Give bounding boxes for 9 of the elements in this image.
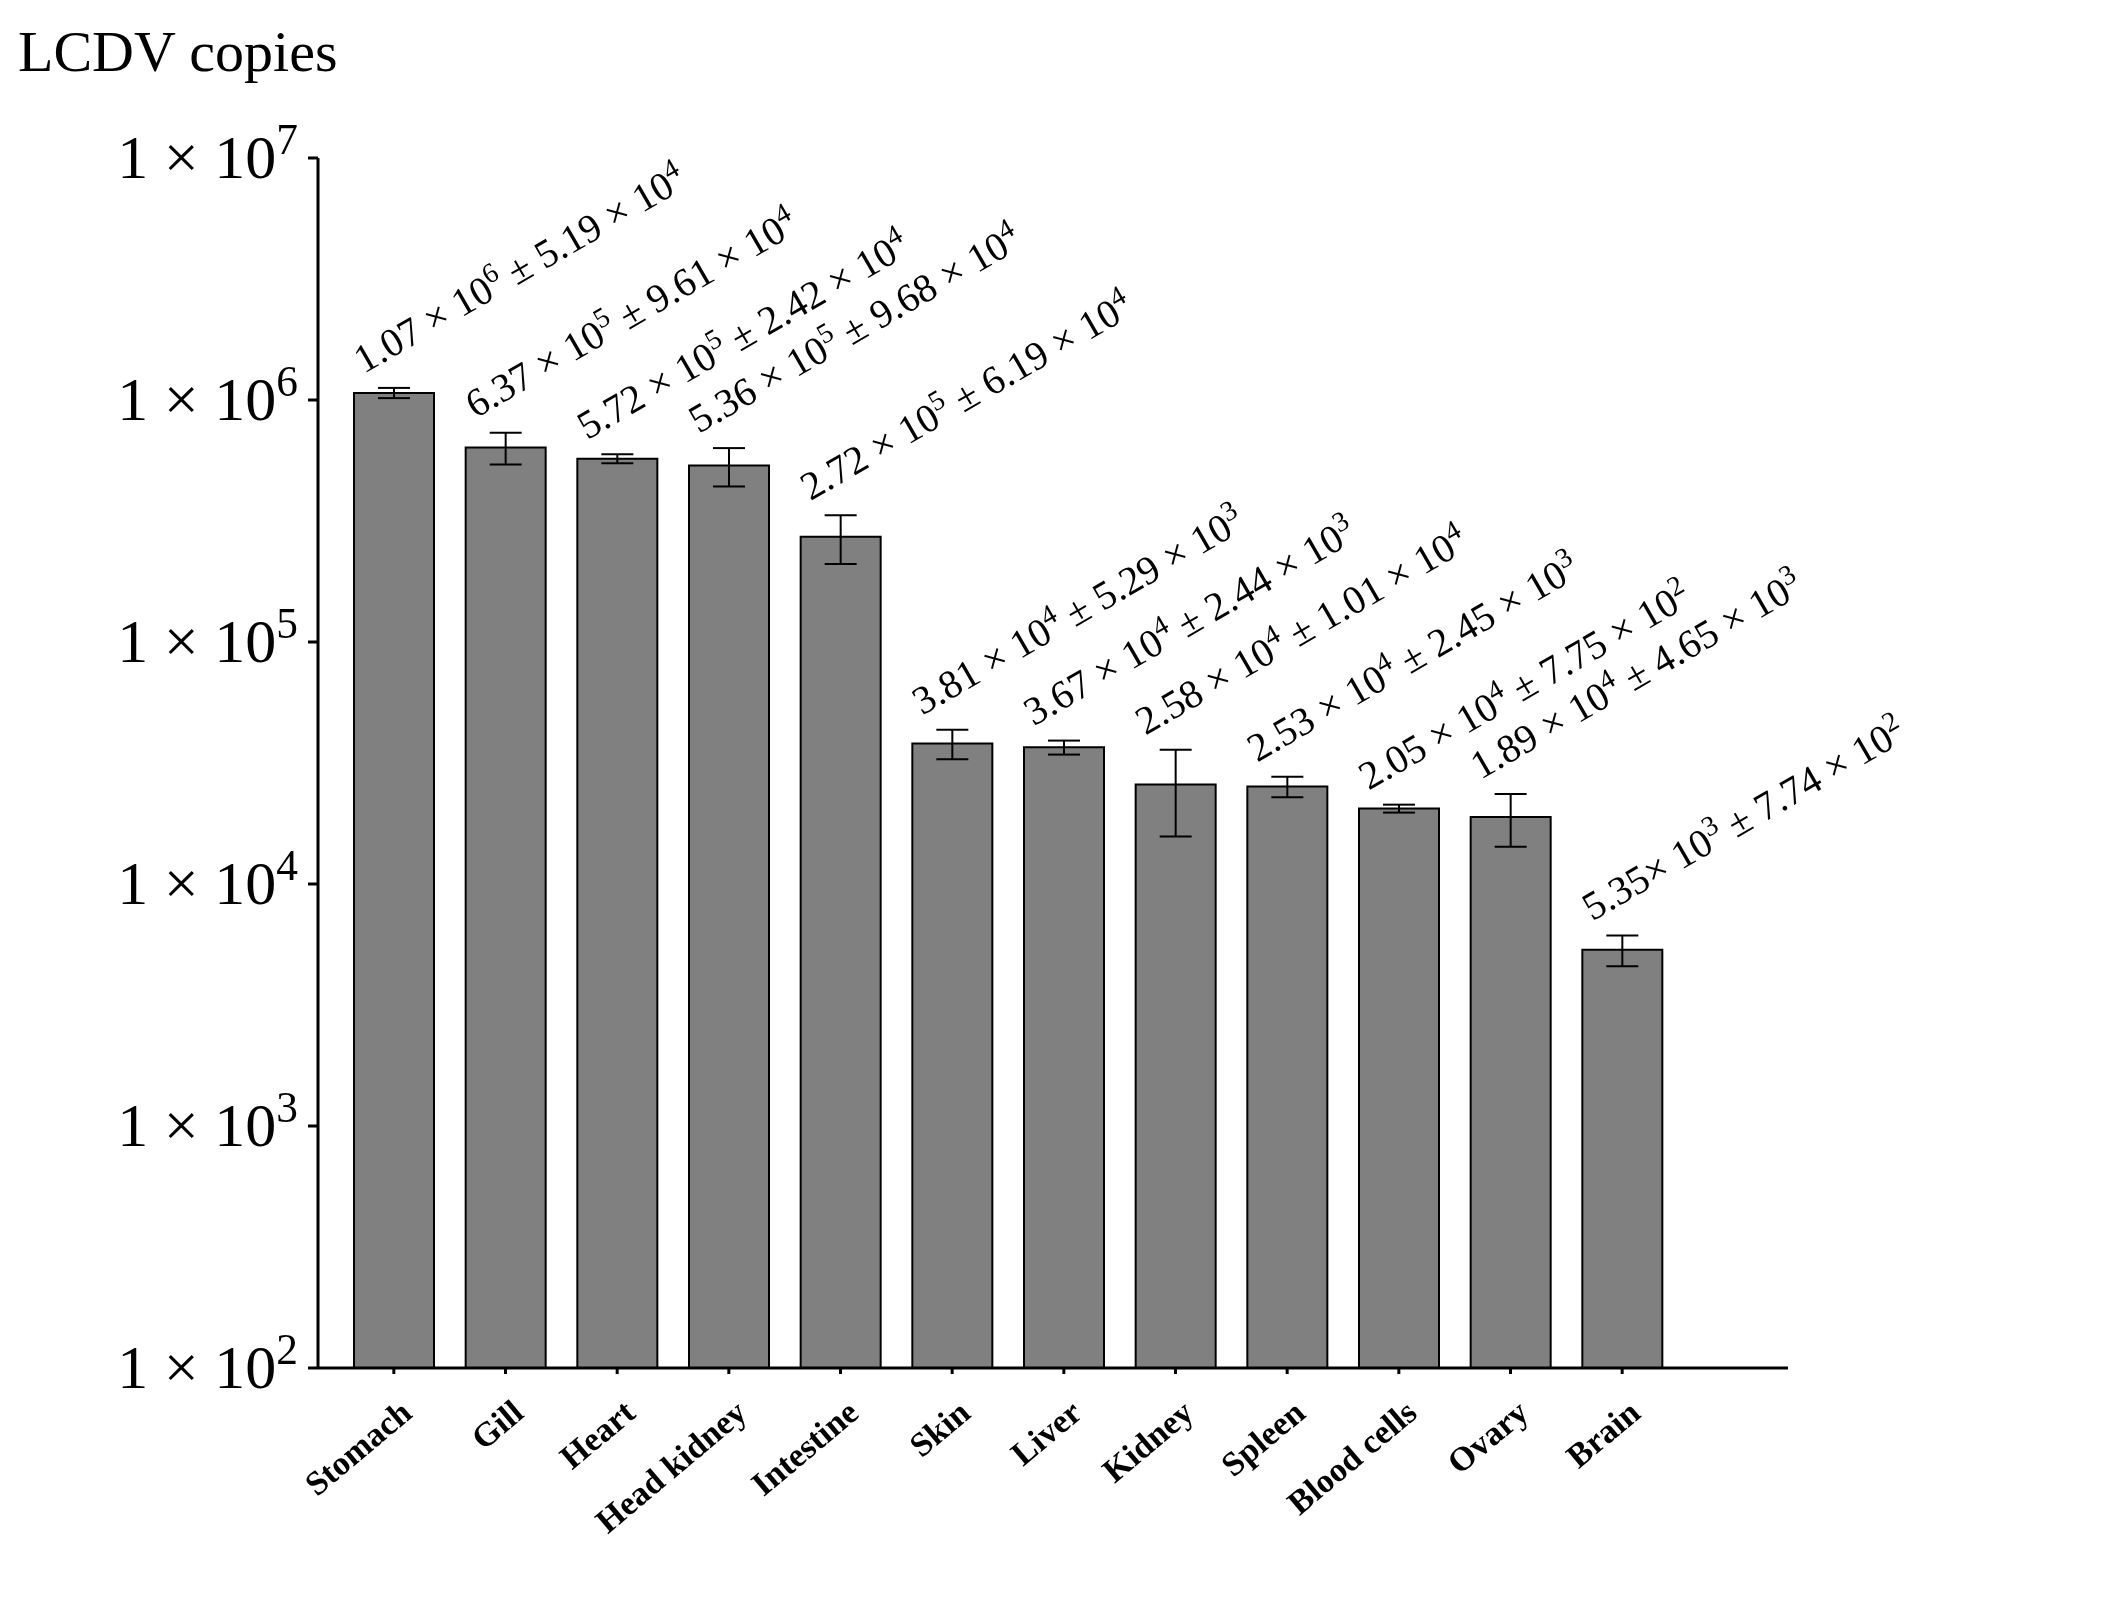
y-tick-label: 1 × 10$^{7}$ bbox=[117, 115, 298, 191]
y-axis-title: LCDV copies bbox=[18, 18, 338, 85]
y-tick-label: 1 × 10$^{2}$ bbox=[117, 1325, 298, 1401]
x-tick-label: Gill bbox=[464, 1393, 530, 1457]
y-tick-label: 1 × 10$^{4}$ bbox=[117, 841, 299, 917]
x-tick-label: Skin bbox=[902, 1392, 977, 1464]
y-tick-label: 1 × 10$^{5}$ bbox=[117, 599, 298, 675]
y-tick-label: 1 × 10$^{3}$ bbox=[117, 1083, 298, 1159]
y-tick-label: 1 × 10$^{6}$ bbox=[117, 357, 298, 433]
